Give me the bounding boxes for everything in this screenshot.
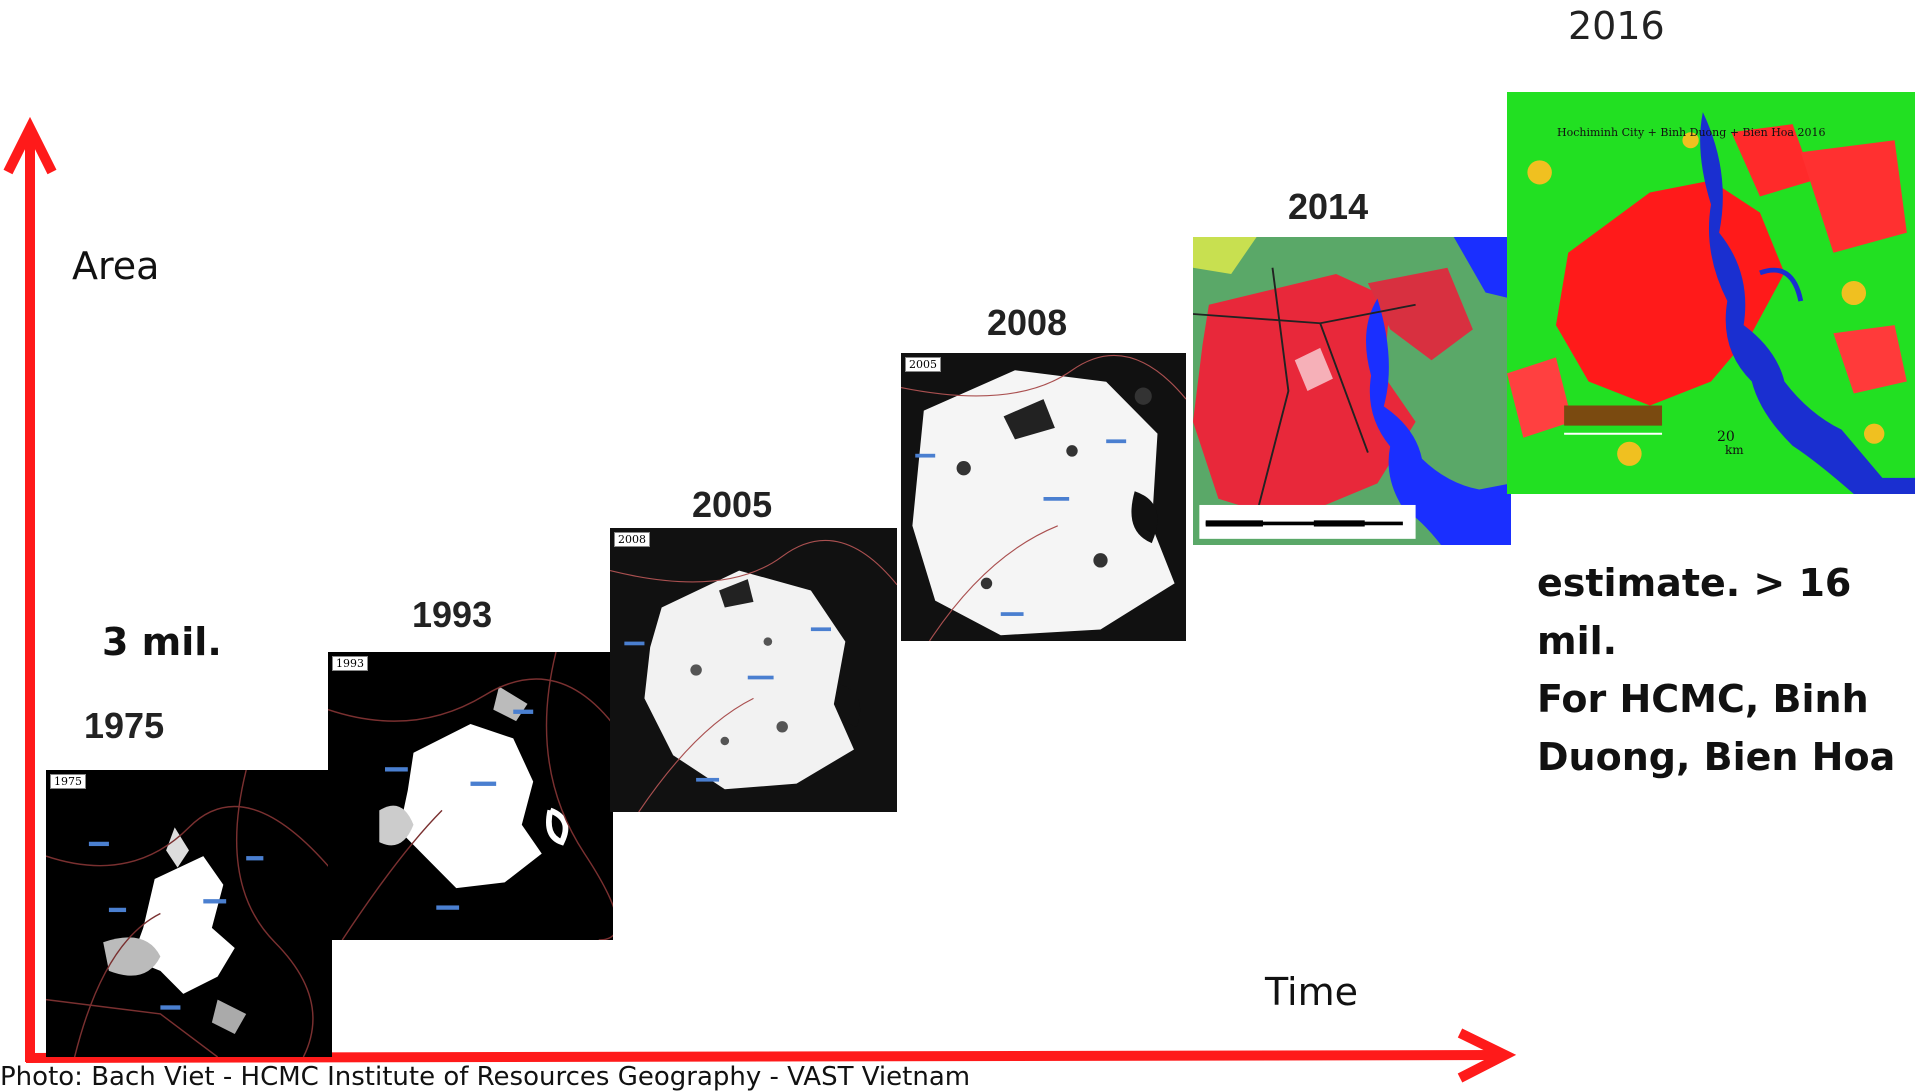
scale-bar-unit-2016: km [1725,443,1744,457]
population-end-line: Duong, Bien Hoa [1537,735,1896,779]
landsat-image-2014 [1193,237,1511,545]
map-title-2016: Hochiminh City + Binh Duong + Bien Hoa 2… [1557,126,1826,139]
urban-map-2005: 2008 [610,528,897,812]
x-axis-label: Time [1265,970,1358,1014]
year-label-2014: 2014 [1288,186,1369,227]
classified-map-2016: Hochiminh City + Binh Duong + Bien Hoa 2… [1507,92,1915,494]
map-tag-1975: 1975 [50,774,86,789]
year-label-1975: 1975 [84,705,165,746]
urban-map-1975: 1975 [46,770,332,1057]
population-start-label: 3 mil. [102,620,222,664]
scale-bar-value-2016: 20 [1717,429,1735,445]
population-end-line: For HCMC, Binh [1537,677,1869,721]
year-label-2005: 2005 [692,484,773,525]
urban-footprint-1993-image [328,652,613,940]
urban-footprint-1975-image [46,770,332,1057]
x-axis [25,1050,1506,1063]
photo-credit-caption: Photo: Bach Viet - HCMC Institute of Res… [0,1062,971,1092]
year-label-2008: 2008 [987,302,1068,343]
urban-map-1993: 1993 [328,652,613,940]
urban-map-2008: 2005 [901,353,1186,641]
landsat-map-2014 [1193,237,1511,545]
map-tag-2005: 2008 [614,532,650,547]
year-label-1993: 1993 [412,594,493,635]
x-axis-arrowhead [1457,1028,1517,1083]
year-label-2016: 2016 [1568,4,1665,48]
y-axis-arrowhead [3,116,57,175]
population-end-line: estimate. > 16 mil. [1537,561,1852,663]
map-tag-1993: 1993 [332,656,368,671]
urban-footprint-2005-image [610,528,897,812]
urban-footprint-2008-image [901,353,1186,641]
map-tag-2008: 2005 [905,357,941,372]
land-cover-image-2016 [1507,92,1915,494]
y-axis-label: Area [72,244,160,288]
population-end-label: estimate. > 16 mil. For HCMC, Binh Duong… [1537,554,1915,786]
